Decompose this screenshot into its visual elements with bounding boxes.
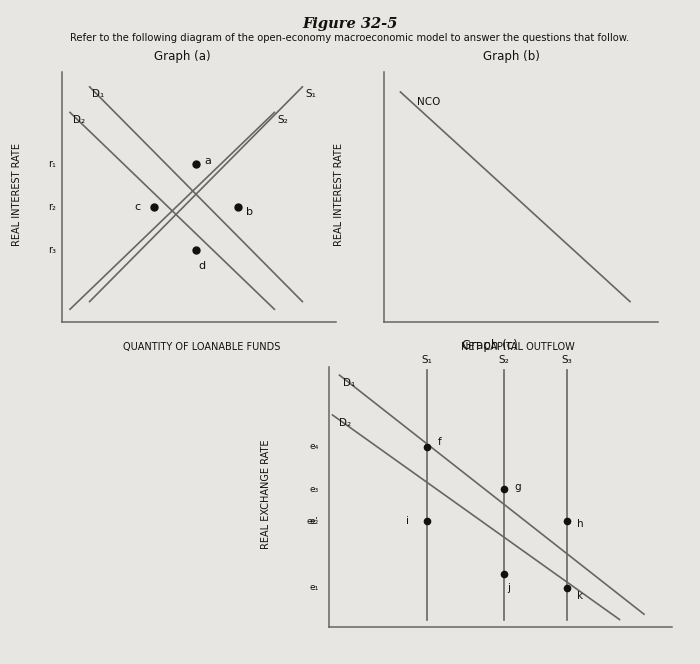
Text: S₂: S₂: [498, 355, 510, 365]
Text: r₃: r₃: [48, 246, 56, 256]
Text: D₁: D₁: [92, 90, 105, 100]
Text: Refer to the following diagram of the open-economy macroeconomic model to answer: Refer to the following diagram of the op…: [71, 33, 629, 43]
Text: c: c: [134, 202, 141, 212]
Text: Figure 32-5: Figure 32-5: [302, 17, 398, 31]
Text: S₁: S₁: [421, 355, 433, 365]
Text: REAL INTEREST RATE: REAL INTEREST RATE: [12, 143, 22, 246]
Text: e₂': e₂': [307, 517, 319, 526]
Text: D₂: D₂: [73, 115, 85, 125]
Text: Graph (a): Graph (a): [154, 50, 210, 63]
Text: g: g: [514, 481, 521, 492]
Text: S₂: S₂: [277, 115, 288, 125]
Text: j: j: [508, 582, 510, 593]
Text: NET CAPITAL OUTFLOW: NET CAPITAL OUTFLOW: [461, 343, 575, 353]
Text: k: k: [578, 590, 584, 601]
Text: NCO: NCO: [417, 97, 440, 107]
Text: r₁: r₁: [48, 159, 56, 169]
Text: e₄: e₄: [309, 442, 318, 452]
Text: h: h: [578, 519, 584, 529]
Text: e₁: e₁: [309, 583, 318, 592]
Text: f: f: [438, 436, 441, 447]
Text: S₃: S₃: [561, 355, 573, 365]
Text: b: b: [246, 207, 253, 217]
Text: D₁: D₁: [343, 378, 355, 388]
Text: S₁: S₁: [305, 90, 316, 100]
Text: e₃: e₃: [309, 485, 318, 494]
Text: REAL INTEREST RATE: REAL INTEREST RATE: [334, 143, 344, 246]
Text: r₂: r₂: [48, 202, 56, 212]
Text: D₂: D₂: [340, 418, 351, 428]
Text: d: d: [199, 261, 206, 271]
Text: i: i: [406, 516, 409, 527]
Text: QUANTITY OF LOANABLE FUNDS: QUANTITY OF LOANABLE FUNDS: [123, 343, 280, 353]
Text: Graph (b): Graph (b): [482, 50, 540, 63]
Text: REAL EXCHANGE RATE: REAL EXCHANGE RATE: [261, 440, 271, 549]
Text: a: a: [204, 156, 211, 166]
Text: Graph (c): Graph (c): [462, 339, 518, 352]
Text: e₂: e₂: [309, 517, 318, 526]
